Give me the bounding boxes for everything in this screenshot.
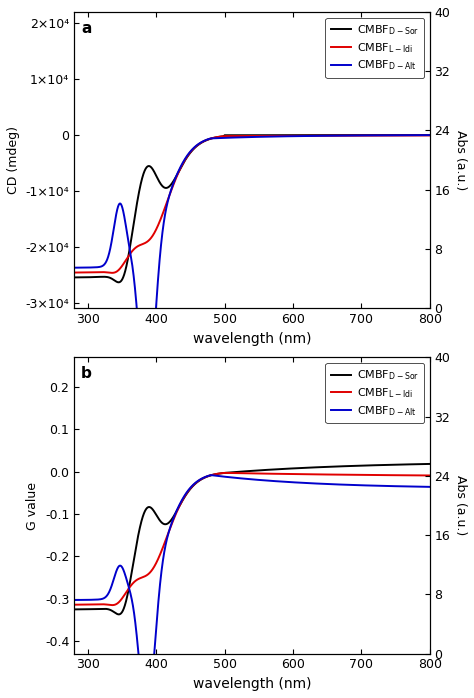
- CMBF$_{\mathregular{L-Idi}}$: [112, 600, 118, 609]
- CMBF$_{\mathregular{D-Alt}}$: [223, 473, 229, 481]
- Legend: CMBF$_{\mathregular{D-Sor}}$, CMBF$_{\mathregular{L-Idi}}$, CMBF$_{\mathregular{: CMBF$_{\mathregular{D-Sor}}$, CMBF$_{\ma…: [325, 363, 424, 423]
- Y-axis label: Abs (a.u.): Abs (a.u.): [454, 475, 467, 535]
- CMBF$_{\mathregular{L-Idi}}$: [71, 268, 77, 276]
- Y-axis label: Abs (a.u.): Abs (a.u.): [454, 130, 467, 190]
- CMBF$_{\mathregular{L-Idi}}$: [427, 471, 432, 480]
- CMBF$_{\mathregular{D-Sor}}$: [427, 131, 432, 139]
- CMBF$_{\mathregular{D-Sor}}$: [208, 471, 213, 480]
- CMBF$_{\mathregular{L-Idi}}$: [420, 131, 426, 140]
- Line: CMBF$_{\mathregular{D-Sor}}$: CMBF$_{\mathregular{D-Sor}}$: [74, 135, 429, 282]
- CMBF$_{\mathregular{L-Idi}}$: [109, 269, 115, 277]
- CMBF$_{\mathregular{D-Sor}}$: [223, 131, 229, 140]
- CMBF$_{\mathregular{D-Sor}}$: [71, 605, 77, 614]
- CMBF$_{\mathregular{D-Sor}}$: [116, 278, 121, 286]
- CMBF$_{\mathregular{D-Alt}}$: [133, 292, 138, 301]
- CMBF$_{\mathregular{D-Alt}}$: [427, 131, 432, 140]
- CMBF$_{\mathregular{L-Idi}}$: [382, 131, 387, 140]
- CMBF$_{\mathregular{L-Idi}}$: [208, 135, 213, 143]
- CMBF$_{\mathregular{D-Alt}}$: [208, 471, 213, 480]
- CMBF$_{\mathregular{D-Alt}}$: [71, 264, 77, 272]
- CMBF$_{\mathregular{L-Idi}}$: [222, 468, 228, 477]
- Y-axis label: G value: G value: [27, 482, 39, 530]
- CMBF$_{\mathregular{L-Idi}}$: [112, 268, 118, 276]
- CMBF$_{\mathregular{D-Alt}}$: [382, 482, 387, 490]
- CMBF$_{\mathregular{D-Sor}}$: [382, 461, 387, 469]
- CMBF$_{\mathregular{D-Alt}}$: [208, 134, 213, 142]
- CMBF$_{\mathregular{D-Alt}}$: [144, 397, 150, 406]
- Y-axis label: CD (mdeg): CD (mdeg): [7, 126, 20, 194]
- CMBF$_{\mathregular{L-Idi}}$: [71, 600, 77, 609]
- CMBF$_{\mathregular{D-Sor}}$: [133, 206, 139, 214]
- CMBF$_{\mathregular{D-Sor}}$: [223, 468, 229, 477]
- CMBF$_{\mathregular{L-Idi}}$: [223, 469, 229, 477]
- Line: CMBF$_{\mathregular{D-Alt}}$: CMBF$_{\mathregular{D-Alt}}$: [74, 475, 429, 698]
- CMBF$_{\mathregular{L-Idi}}$: [133, 244, 139, 252]
- CMBF$_{\mathregular{D-Alt}}$: [420, 131, 426, 140]
- Text: b: b: [81, 366, 92, 381]
- CMBF$_{\mathregular{D-Alt}}$: [112, 572, 118, 580]
- CMBF$_{\mathregular{D-Sor}}$: [427, 460, 432, 468]
- CMBF$_{\mathregular{D-Sor}}$: [382, 131, 387, 139]
- Line: CMBF$_{\mathregular{D-Alt}}$: CMBF$_{\mathregular{D-Alt}}$: [74, 135, 429, 401]
- CMBF$_{\mathregular{D-Alt}}$: [420, 482, 426, 491]
- Legend: CMBF$_{\mathregular{D-Sor}}$, CMBF$_{\mathregular{L-Idi}}$, CMBF$_{\mathregular{: CMBF$_{\mathregular{D-Sor}}$, CMBF$_{\ma…: [325, 17, 424, 77]
- CMBF$_{\mathregular{D-Sor}}$: [208, 135, 213, 143]
- CMBF$_{\mathregular{L-Idi}}$: [420, 471, 426, 480]
- CMBF$_{\mathregular{D-Alt}}$: [223, 133, 229, 142]
- CMBF$_{\mathregular{D-Alt}}$: [112, 219, 118, 228]
- CMBF$_{\mathregular{L-Idi}}$: [223, 132, 229, 140]
- CMBF$_{\mathregular{D-Alt}}$: [133, 623, 138, 631]
- X-axis label: wavelength (nm): wavelength (nm): [192, 677, 311, 691]
- CMBF$_{\mathregular{D-Sor}}$: [112, 276, 118, 285]
- CMBF$_{\mathregular{D-Sor}}$: [116, 610, 122, 618]
- Line: CMBF$_{\mathregular{D-Sor}}$: CMBF$_{\mathregular{D-Sor}}$: [74, 464, 429, 614]
- CMBF$_{\mathregular{D-Alt}}$: [208, 471, 214, 480]
- CMBF$_{\mathregular{L-Idi}}$: [427, 131, 432, 140]
- CMBF$_{\mathregular{D-Sor}}$: [420, 131, 426, 139]
- CMBF$_{\mathregular{D-Sor}}$: [420, 460, 426, 468]
- CMBF$_{\mathregular{D-Sor}}$: [112, 609, 118, 617]
- CMBF$_{\mathregular{L-Idi}}$: [382, 471, 387, 480]
- CMBF$_{\mathregular{D-Alt}}$: [71, 596, 77, 604]
- CMBF$_{\mathregular{L-Idi}}$: [133, 577, 139, 585]
- CMBF$_{\mathregular{D-Alt}}$: [427, 483, 432, 491]
- X-axis label: wavelength (nm): wavelength (nm): [192, 332, 311, 346]
- Text: a: a: [81, 21, 91, 36]
- CMBF$_{\mathregular{L-Idi}}$: [208, 471, 213, 480]
- CMBF$_{\mathregular{D-Alt}}$: [382, 131, 387, 140]
- CMBF$_{\mathregular{D-Sor}}$: [71, 273, 77, 281]
- CMBF$_{\mathregular{D-Sor}}$: [133, 544, 139, 552]
- Line: CMBF$_{\mathregular{L-Idi}}$: CMBF$_{\mathregular{L-Idi}}$: [74, 135, 429, 273]
- Line: CMBF$_{\mathregular{L-Idi}}$: CMBF$_{\mathregular{L-Idi}}$: [74, 473, 429, 605]
- CMBF$_{\mathregular{L-Idi}}$: [109, 601, 115, 609]
